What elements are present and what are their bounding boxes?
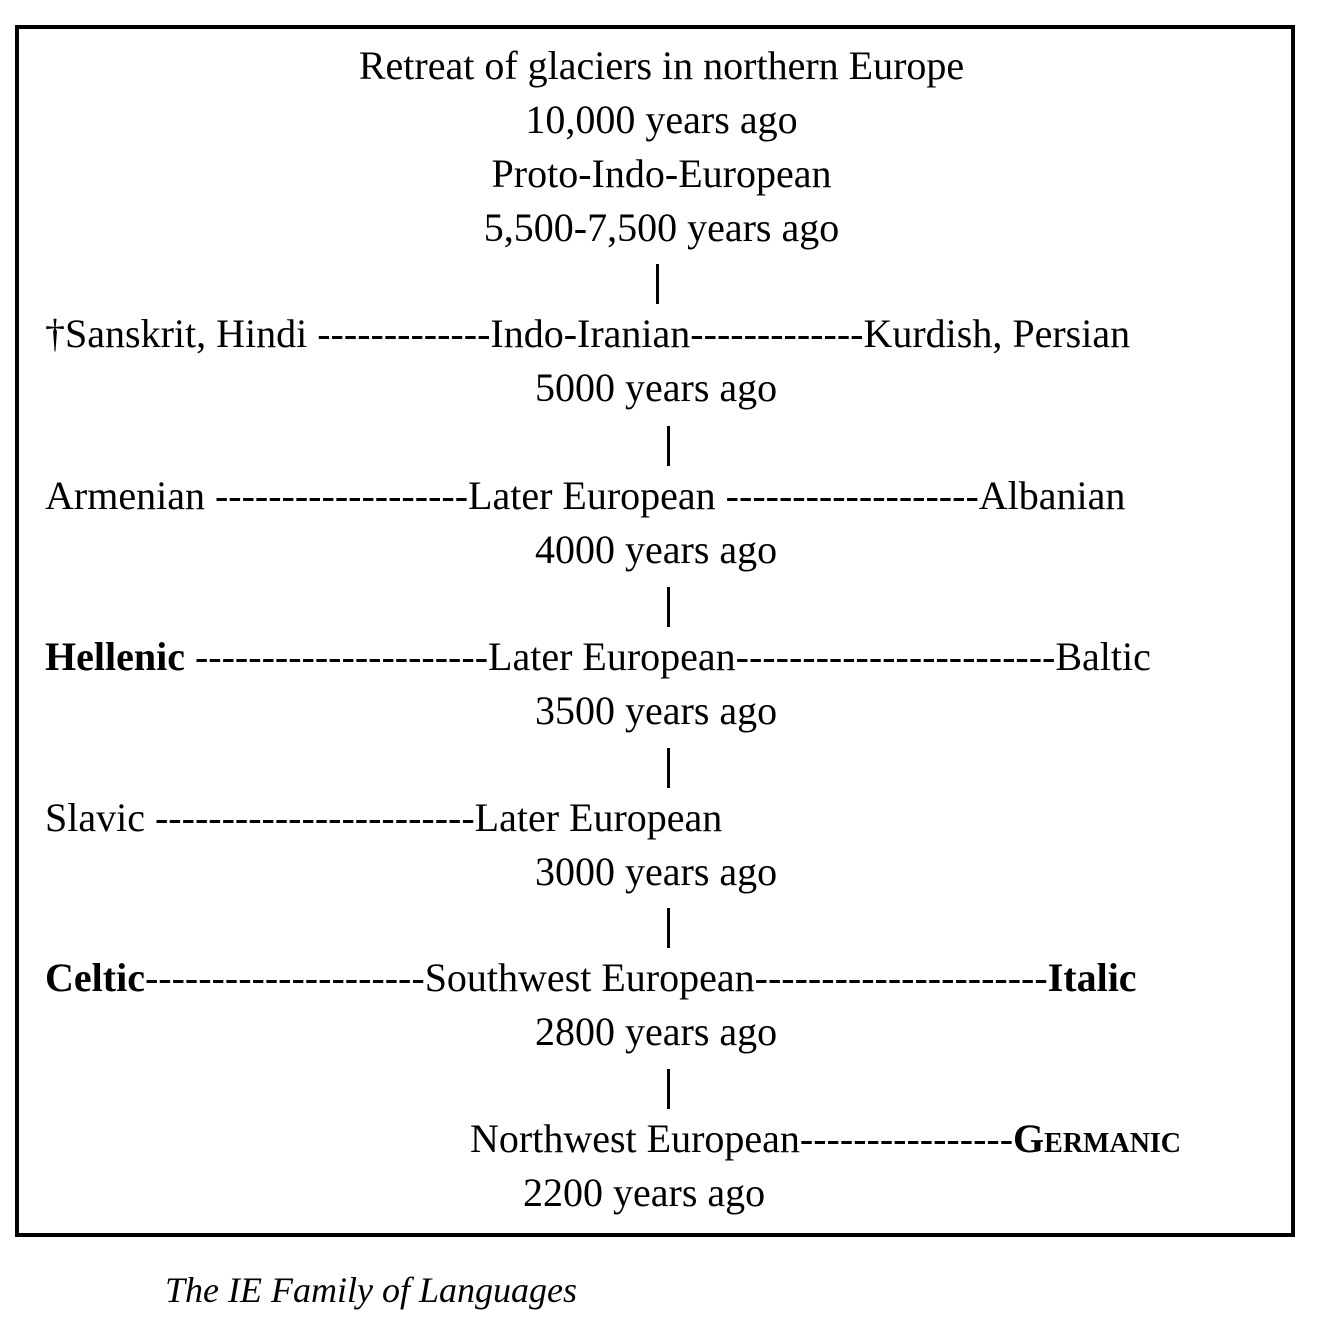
branch-left-indo-iranian: †Sanskrit, Hindi -------------Indo-Irani… (45, 310, 1130, 358)
header-glaciers: Retreat of glaciers in northern Europe (358, 43, 965, 88)
branch-dashes-right: ---------------- (799, 1116, 1014, 1161)
branch-dashes-right: ---------------------- (754, 955, 1048, 1000)
diagram-border (15, 25, 1295, 1237)
branch-label-albanian: -------------------Albanian (715, 473, 1126, 518)
branch-label-italic: Italic (1047, 955, 1137, 1000)
connector-bar (667, 426, 670, 466)
date-5000: 5000 years ago (535, 365, 778, 410)
node-southwest-european: Southwest European (424, 955, 755, 1000)
branch-label-germanic: Germanic (1013, 1116, 1182, 1161)
connector-bar (667, 748, 670, 788)
branch-row-celtic-italic: Celtic---------------------Southwest Eur… (45, 954, 1137, 1002)
header-date-pie: 5,500-7,500 years ago (483, 205, 840, 250)
branch-dashes-left: --------------------- (144, 955, 425, 1000)
node-later-european-3: Later European (474, 795, 723, 840)
date-2200: 2200 years ago (523, 1170, 766, 1215)
node-later-european-1: Later European (468, 473, 716, 518)
date-3500: 3500 years ago (535, 688, 778, 733)
branch-label-armenian: Armenian ------------------- (45, 473, 469, 518)
connector-bar (667, 908, 670, 948)
node-northwest-european: Northwest European (470, 1116, 800, 1161)
header-proto-indo-european: Proto-Indo-European (491, 151, 832, 196)
date-4000: 4000 years ago (535, 527, 778, 572)
branch-label-sanskrit-hindi: †Sanskrit, Hindi ------------- (45, 311, 491, 356)
branch-row-slavic: Slavic ------------------------Later Eur… (45, 794, 722, 842)
branch-row-armenian-albanian: Armenian -------------------Later Europe… (45, 472, 1125, 520)
date-3000: 3000 years ago (535, 849, 778, 894)
branch-label-slavic: Slavic ------------------------ (45, 795, 475, 840)
branch-label-baltic: ------------------------Baltic (735, 634, 1151, 679)
branch-row-hellenic-baltic: Hellenic ----------------------Later Eur… (45, 633, 1151, 681)
connector-bar (656, 264, 659, 304)
branch-dashes-left: ---------------------- (184, 634, 489, 679)
branch-label-kurdish-persian: -------------Kurdish, Persian (690, 311, 1131, 356)
figure-caption: The IE Family of Languages (165, 1270, 577, 1310)
header-date-10000: 10,000 years ago (525, 97, 798, 142)
connector-bar (667, 587, 670, 627)
node-later-european-2: Later European (488, 634, 736, 679)
branch-row-germanic: Northwest European----------------German… (470, 1115, 1181, 1163)
date-2800: 2800 years ago (535, 1009, 778, 1054)
node-indo-iranian: Indo-Iranian (490, 311, 691, 356)
branch-label-hellenic: Hellenic (45, 634, 185, 679)
connector-bar (667, 1069, 670, 1109)
branch-label-celtic: Celtic (45, 955, 145, 1000)
